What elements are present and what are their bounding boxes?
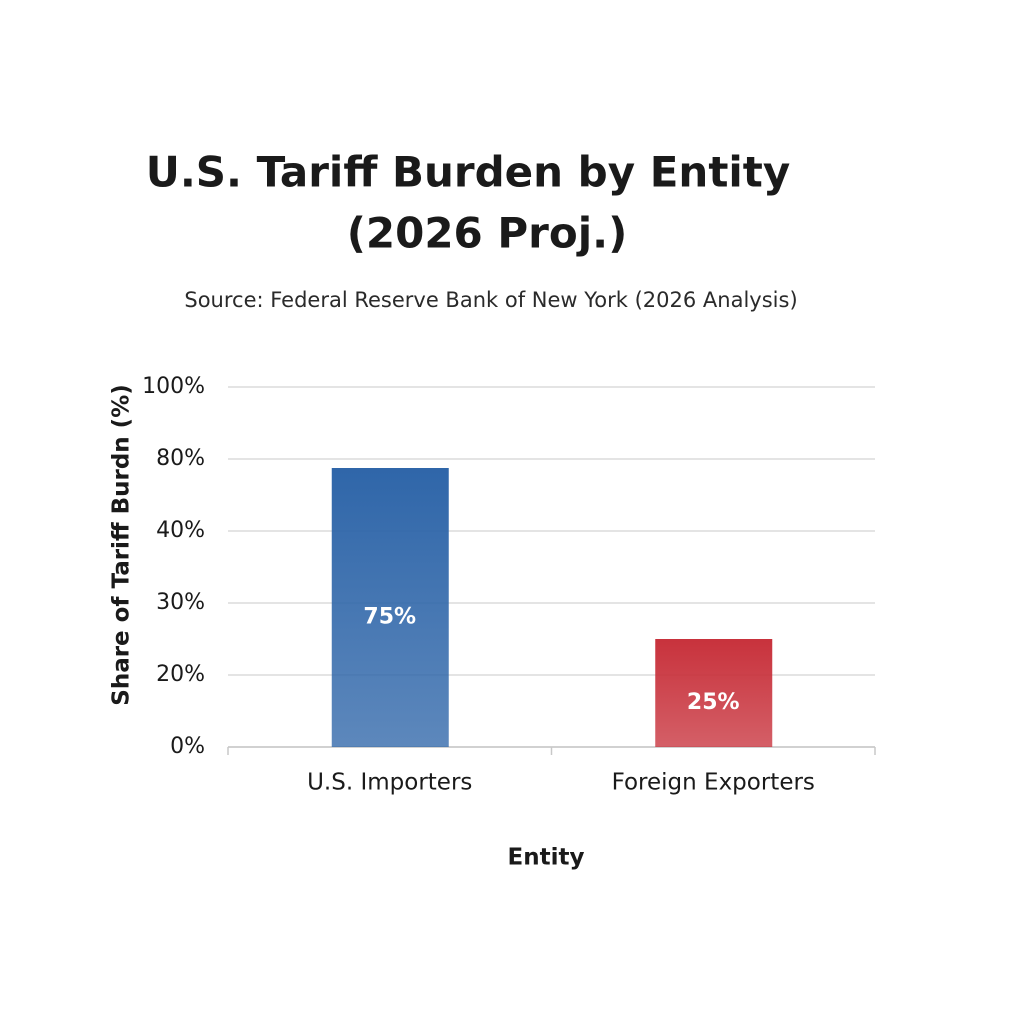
x-tick-label: U.S. Importers <box>307 770 472 796</box>
x-tick-label: Foreign Exporters <box>612 770 815 796</box>
y-tick-label: 30% <box>156 590 205 615</box>
y-axis-label: Share of Tariff Burdn (%) <box>109 384 135 706</box>
value-label: 75% <box>363 605 416 630</box>
x-axis-label: Entity <box>508 845 585 871</box>
y-tick-label: 100% <box>142 374 205 399</box>
value-label: 25% <box>687 690 740 715</box>
bar <box>655 639 773 747</box>
y-tick-label: 80% <box>156 446 205 471</box>
bar <box>331 468 449 747</box>
y-tick-label: 40% <box>156 518 205 543</box>
chart-title: (2026 Proj.) <box>347 209 628 258</box>
y-tick-label: 20% <box>156 662 205 687</box>
chart-title: U.S. Tariff Burden by Entity <box>146 148 791 197</box>
y-tick-label: 0% <box>170 734 205 759</box>
chart-subtitle: Source: Federal Reserve Bank of New York… <box>184 288 797 312</box>
